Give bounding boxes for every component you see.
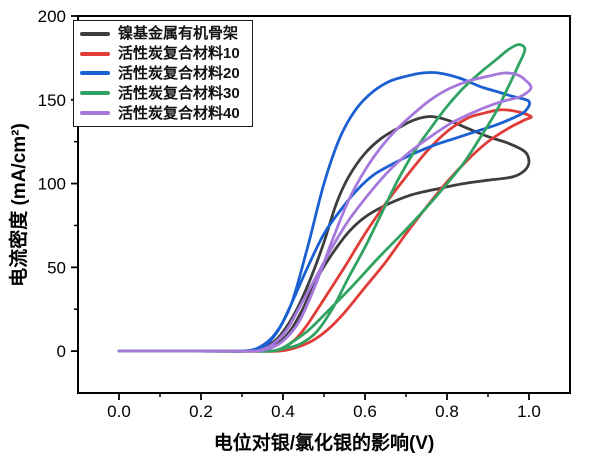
legend-item: 镍基金属有机骨架	[74, 24, 252, 43]
legend-label: 活性炭复合材料30	[118, 84, 240, 102]
series-curve-4	[117, 71, 533, 353]
legend-item: 活性炭复合材料10	[74, 44, 252, 63]
x-axis-title: 电位对银/氯化银的影响(V)	[214, 431, 435, 454]
legend-swatch	[80, 71, 110, 76]
series-curve-1	[117, 108, 533, 353]
x-tick-label: 0.6	[353, 402, 377, 421]
legend-label: 镍基金属有机骨架	[118, 25, 239, 43]
x-tick-label: 0.4	[271, 402, 295, 421]
legend: 镍基金属有机骨架 活性炭复合材料10 活性炭复合材料20 活性炭复合材料30 活性炭复合…	[73, 20, 253, 127]
x-tick-label: 1.0	[517, 402, 541, 421]
y-tick-label: 100	[38, 175, 66, 194]
legend-label: 活性炭复合材料20	[118, 64, 240, 82]
legend-item: 活性炭复合材料40	[74, 104, 252, 123]
series-curve-3	[117, 43, 527, 353]
series-curve-2	[117, 71, 531, 353]
y-tick-label: 50	[47, 258, 66, 277]
legend-swatch	[80, 51, 110, 56]
y-tick-label: 200	[38, 7, 66, 26]
y-tick-label: 150	[38, 91, 66, 110]
y-axis-title: 电流密度 (mA/cm²)	[7, 123, 30, 287]
y-tick-label: 0	[57, 342, 66, 361]
legend-swatch	[80, 111, 110, 116]
x-tick-label: 0.0	[107, 402, 131, 421]
legend-swatch	[80, 91, 110, 96]
legend-label: 活性炭复合材料10	[118, 45, 240, 63]
x-tick-label: 0.2	[189, 402, 213, 421]
series-layer	[117, 43, 533, 353]
x-tick-label: 0.8	[435, 402, 459, 421]
legend-item: 活性炭复合材料20	[74, 64, 252, 83]
axes-layer: 0.0 0.2 0.4 0.6 0.8 1.0 0 50 100 150 200	[38, 7, 571, 421]
legend-item: 活性炭复合材料30	[74, 84, 252, 103]
legend-label: 活性炭复合材料40	[118, 104, 240, 122]
legend-swatch	[80, 31, 110, 36]
